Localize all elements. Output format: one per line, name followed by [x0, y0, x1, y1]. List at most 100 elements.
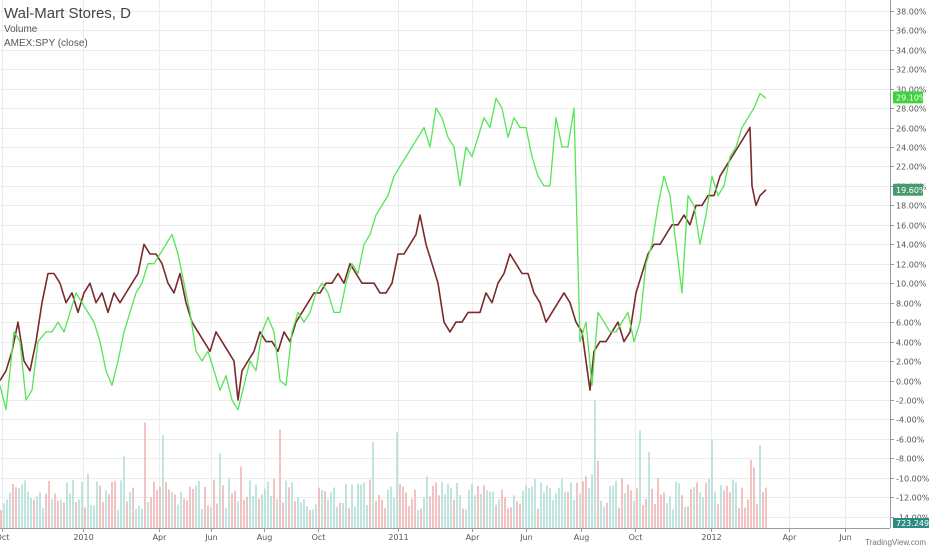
- volume-bar: [111, 481, 113, 528]
- volume-bar: [744, 507, 746, 528]
- volume-bar: [762, 492, 764, 528]
- volume-bar: [738, 508, 740, 528]
- volume-bar: [366, 505, 368, 528]
- time-axis[interactable]: Oct 2010 Apr Jun Aug Oct 2011 Apr Jun Aug Oct 2012 A…: [0, 528, 852, 542]
- volume-bar: [54, 493, 56, 528]
- volume-bar: [627, 484, 629, 528]
- volume-bar: [102, 502, 104, 528]
- volume-bar: [474, 495, 476, 528]
- volume-bar: [78, 499, 80, 528]
- volume-bar: [756, 504, 758, 528]
- volume-bar: [282, 502, 284, 528]
- volume-bar: [399, 484, 401, 528]
- volume-bar: [723, 490, 725, 528]
- volume-bar: [441, 481, 443, 528]
- x-tick-label: 2011: [388, 533, 408, 542]
- y-tick-label: 32.00%: [896, 66, 927, 75]
- volume-bar: [183, 498, 185, 528]
- tradingview-brand[interactable]: TradingView.com: [865, 538, 926, 547]
- volume-bar: [444, 494, 446, 528]
- volume-bar: [285, 480, 287, 528]
- y-tick-label: 10.00%: [896, 280, 927, 289]
- volume-bar: [378, 495, 380, 528]
- x-tick-label: Apr: [783, 533, 798, 542]
- y-tick-label: 22.00%: [896, 163, 927, 172]
- volume-bar: [507, 508, 509, 528]
- volume-bar: [765, 487, 767, 528]
- y-tick-label: 16.00%: [896, 222, 927, 231]
- volume-bar: [99, 485, 101, 528]
- y-tick-label: -8.00%: [896, 455, 925, 464]
- chart-series: [0, 92, 767, 411]
- volume-bar: [405, 492, 407, 528]
- volume-bar: [663, 492, 665, 528]
- volume-bar: [213, 479, 215, 528]
- volume-bar: [741, 487, 743, 528]
- volume-bar: [654, 504, 656, 528]
- volume-bar: [63, 502, 65, 528]
- volume-bar: [576, 482, 578, 528]
- x-tick-label: Apr: [466, 533, 481, 542]
- volume-bar: [432, 485, 434, 528]
- volume-bar: [597, 461, 599, 528]
- volume-bar: [120, 480, 122, 528]
- volume-bar: [549, 488, 551, 528]
- volume-bar: [231, 493, 233, 528]
- volume-bar: [591, 474, 593, 528]
- volume-bar: [279, 429, 281, 528]
- volume-bar: [15, 487, 17, 528]
- volume-bar: [195, 485, 197, 528]
- volume-bar: [327, 499, 329, 528]
- volume-bar: [117, 509, 119, 528]
- volume-bar: [480, 494, 482, 528]
- volume-bar: [165, 482, 167, 528]
- volume-bar: [411, 498, 413, 528]
- volume-bar: [702, 497, 704, 528]
- volume-bar: [219, 453, 221, 528]
- volume-bar: [48, 480, 50, 528]
- volume-bar: [483, 485, 485, 528]
- volume-bar: [33, 499, 35, 528]
- volume-bar: [255, 484, 257, 528]
- price-axis[interactable]: -14.00%-12.00%-10.00%-8.00%-6.00%-4.00%-…: [890, 8, 930, 523]
- volume-bar: [210, 507, 212, 528]
- volume-bar: [477, 486, 479, 528]
- volume-bar: [243, 499, 245, 528]
- volume-bar: [12, 483, 14, 528]
- x-tick-label: Jun: [838, 533, 852, 542]
- volume-bar: [621, 478, 623, 528]
- volume-bar: [288, 487, 290, 528]
- volume-bar: [636, 488, 638, 528]
- volume-bar: [648, 452, 650, 528]
- volume-bar: [144, 422, 146, 528]
- volume-bar: [96, 481, 98, 528]
- volume-bar: [291, 482, 293, 528]
- volume-bar: [633, 500, 635, 528]
- volume-bar: [696, 482, 698, 528]
- volume-bar: [150, 497, 152, 528]
- volume-bar: [525, 484, 527, 528]
- volume-bar: [495, 504, 497, 528]
- volume-bar: [567, 491, 569, 528]
- volume-bar: [711, 440, 713, 528]
- chart-legend: Wal-Mart Stores, D Volume AMEX:SPY (clos…: [4, 4, 131, 51]
- volume-bar: [312, 509, 314, 528]
- volume-bar: [333, 487, 335, 528]
- volume-bar: [708, 478, 710, 528]
- volume-bar: [519, 503, 521, 528]
- volume-bar: [234, 490, 236, 528]
- volume-bar: [315, 504, 317, 528]
- volume-bar: [681, 495, 683, 528]
- x-tick-label: Oct: [629, 533, 643, 542]
- volume-bar: [66, 482, 68, 528]
- volume-bar: [294, 501, 296, 528]
- volume-bar: [753, 467, 755, 528]
- volume-bar: [156, 490, 158, 528]
- volume-bar: [462, 508, 464, 528]
- volume-bar: [189, 486, 191, 528]
- volume-bar: [267, 481, 269, 528]
- volume-bar: [252, 496, 254, 528]
- volume-bar: [93, 505, 95, 528]
- volume-bar: [123, 456, 125, 528]
